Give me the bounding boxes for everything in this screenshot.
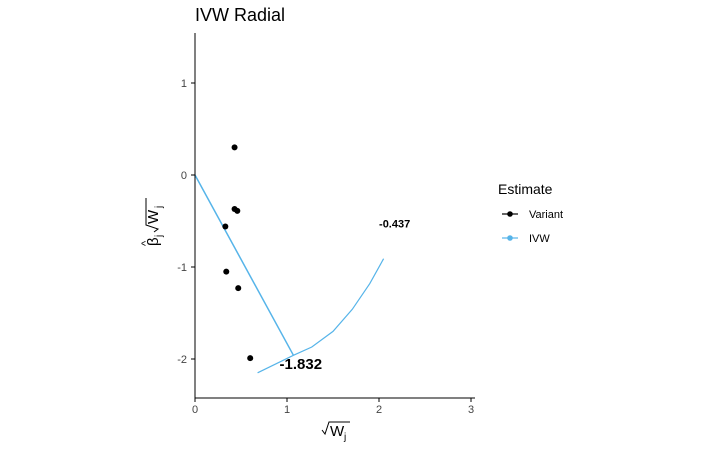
legend-key-variant-dot bbox=[507, 211, 513, 217]
y-tick-label-2: -1 bbox=[177, 262, 187, 274]
svg-text:β: β bbox=[145, 237, 162, 246]
axis-ticks: 0 1 2 3 1 0 -1 -2 bbox=[177, 78, 474, 416]
svg-text:W: W bbox=[330, 423, 345, 440]
variant-point-7 bbox=[247, 355, 254, 362]
plot-area: -1.832 -0.437 bbox=[194, 144, 410, 374]
x-axis-label: W j bbox=[321, 421, 350, 443]
legend-label-variant: Variant bbox=[529, 209, 563, 221]
legend-key-ivw-dot bbox=[507, 235, 513, 241]
svg-text:W: W bbox=[145, 209, 162, 224]
variant-point-1 bbox=[231, 144, 238, 151]
svg-text:j: j bbox=[154, 235, 165, 238]
x-tick-label-2: 2 bbox=[376, 404, 382, 416]
annotation-1: -1.832 bbox=[280, 356, 323, 373]
variant-point-4 bbox=[222, 223, 229, 230]
variant-point-3 bbox=[234, 207, 241, 214]
legend: Estimate Variant IVW bbox=[498, 181, 563, 245]
legend-item-ivw: IVW bbox=[502, 233, 550, 245]
y-axis-label: β ^ j W j bbox=[140, 198, 165, 246]
chart-title: IVW Radial bbox=[195, 5, 285, 25]
y-tick-label-3: -2 bbox=[177, 354, 187, 366]
ivw-fit-line bbox=[194, 174, 295, 356]
legend-label-ivw: IVW bbox=[529, 233, 550, 245]
y-tick-label-1: 0 bbox=[181, 170, 187, 182]
variant-point-6 bbox=[235, 285, 242, 292]
x-tick-label-3: 3 bbox=[468, 404, 474, 416]
annotation-2: -0.437 bbox=[379, 218, 410, 230]
svg-text:j: j bbox=[343, 432, 346, 443]
ivw-arc bbox=[257, 258, 385, 374]
svg-text:^: ^ bbox=[140, 240, 152, 246]
legend-title: Estimate bbox=[498, 181, 553, 197]
x-tick-label-0: 0 bbox=[192, 404, 198, 416]
legend-item-variant: Variant bbox=[502, 209, 563, 221]
x-tick-label-1: 1 bbox=[284, 404, 290, 416]
svg-text:j: j bbox=[154, 206, 165, 209]
y-tick-label-0: 1 bbox=[181, 78, 187, 90]
variant-point-5 bbox=[223, 268, 230, 275]
